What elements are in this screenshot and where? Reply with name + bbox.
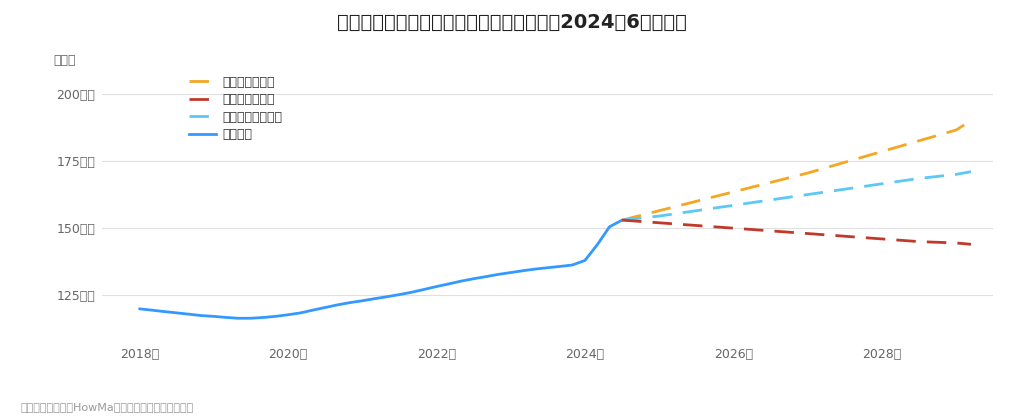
Text: 坪単価: 坪単価: [53, 54, 76, 67]
Legend: グッドシナリオ, バッドシナリオ, ノーマルシナリオ, 過去推移: グッドシナリオ, バッドシナリオ, ノーマルシナリオ, 過去推移: [188, 76, 283, 141]
Text: 博多駅周辺の中古マンションの価格動向（2024年6月時点）: 博多駅周辺の中古マンションの価格動向（2024年6月時点）: [337, 12, 687, 32]
Text: 売出し事例を元にHowMa運営元のコラビットが集計: 売出し事例を元にHowMa運営元のコラビットが集計: [20, 402, 194, 412]
